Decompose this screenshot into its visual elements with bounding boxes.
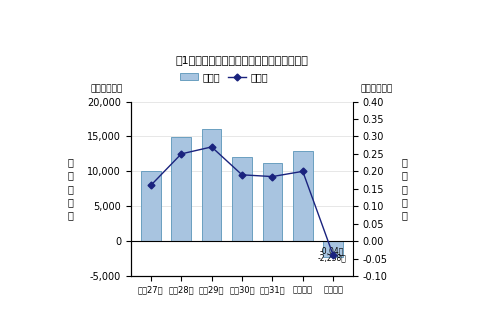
Bar xyxy=(323,241,343,257)
Text: -0.04％: -0.04％ xyxy=(319,247,344,256)
Title: 図1　総人口の人口増減数及び増減率の推移: 図1 総人口の人口増減数及び増減率の推移 xyxy=(176,55,308,65)
Bar xyxy=(171,137,191,241)
Bar xyxy=(293,151,313,241)
Legend: 増減数, 増減率: 増減数, 増減率 xyxy=(177,68,272,86)
Bar xyxy=(262,163,282,241)
Text: （単位：人）: （単位：人） xyxy=(91,84,123,93)
Text: （単位：％）: （単位：％） xyxy=(361,84,393,93)
Bar xyxy=(202,129,222,241)
Y-axis label: 人
口
増
減
数: 人 口 増 減 数 xyxy=(68,157,74,220)
Y-axis label: 人
口
増
減
率: 人 口 増 減 率 xyxy=(402,157,408,220)
Bar xyxy=(141,171,161,241)
Text: -2,238人: -2,238人 xyxy=(317,254,346,263)
Bar xyxy=(232,157,252,241)
